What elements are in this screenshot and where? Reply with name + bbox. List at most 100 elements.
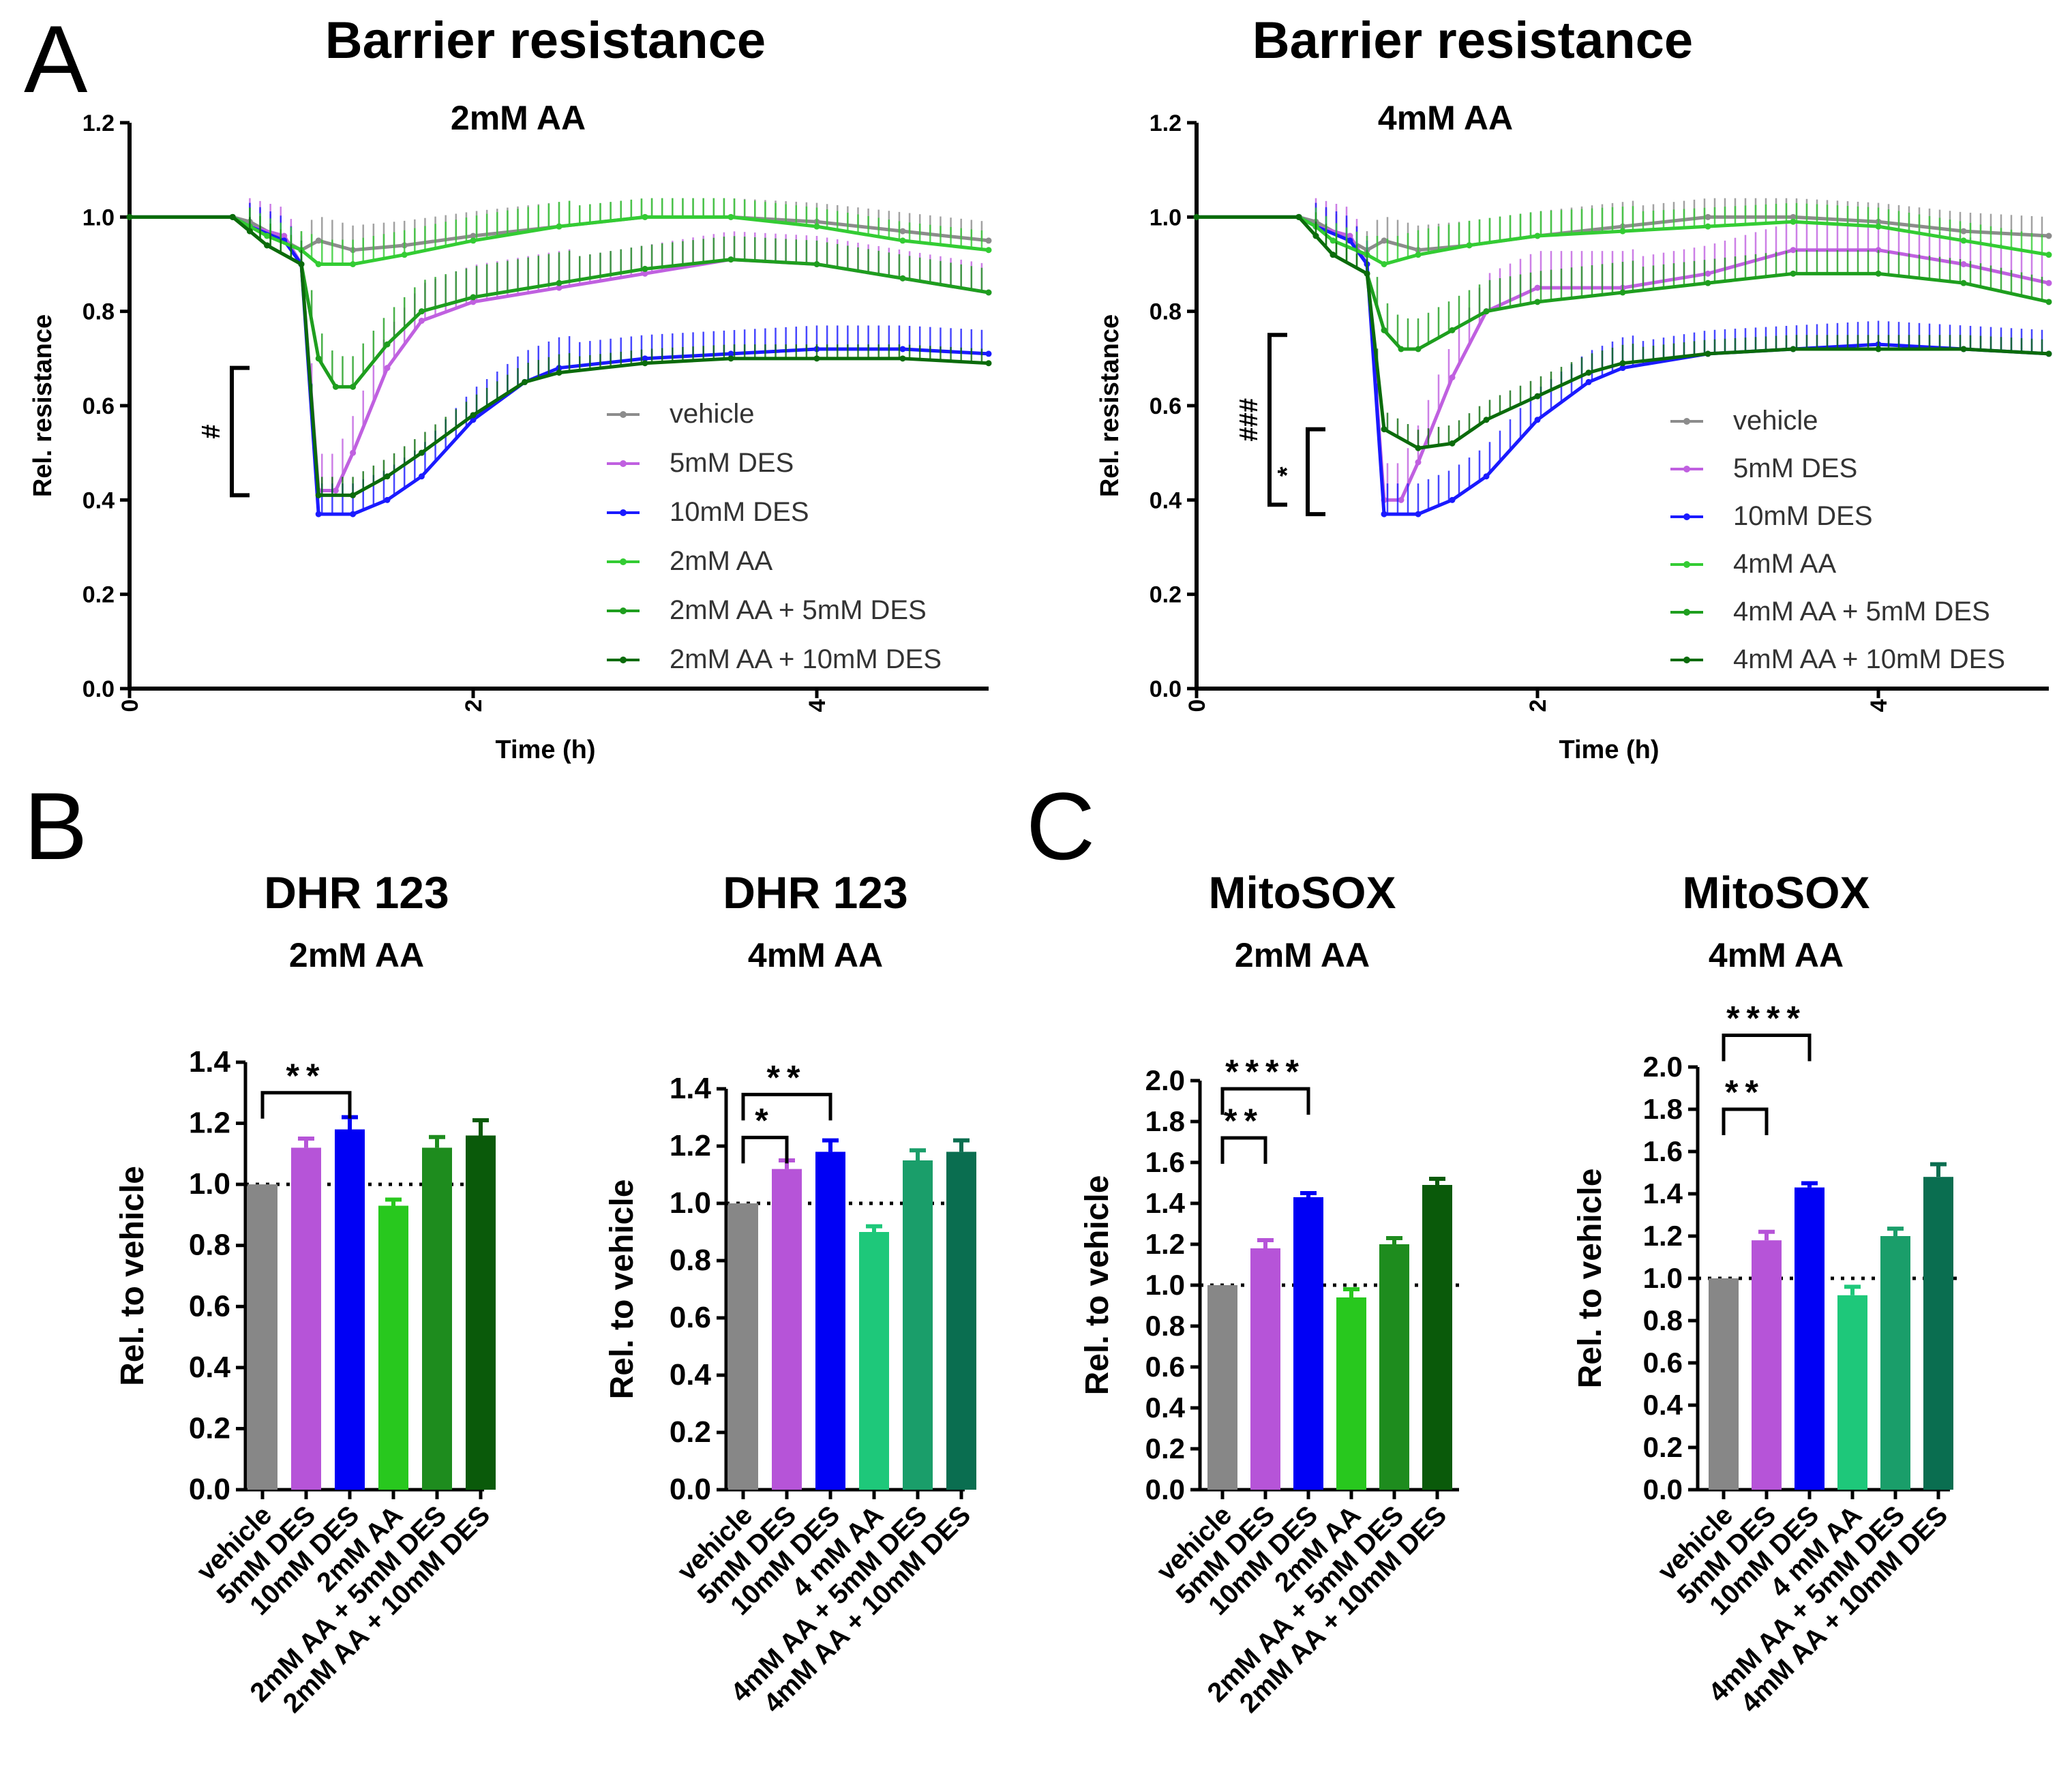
y-tick-label: 0.8 bbox=[82, 299, 115, 325]
y-axis-label: Rel. to vehicle bbox=[1572, 1169, 1608, 1389]
y-tick-label: 0.0 bbox=[82, 676, 115, 702]
data-point bbox=[1449, 327, 1456, 333]
y-axis-label: Rel. resistance bbox=[29, 314, 57, 497]
data-point bbox=[1619, 365, 1626, 372]
data-point bbox=[1790, 270, 1797, 277]
data-point bbox=[1960, 237, 1967, 244]
bar-vehicle bbox=[1709, 1278, 1739, 1490]
legend-marker bbox=[620, 460, 627, 467]
data-point bbox=[315, 237, 322, 244]
data-point bbox=[1381, 327, 1387, 333]
data-point bbox=[899, 228, 906, 235]
y-tick-label: 2.0 bbox=[1643, 1051, 1683, 1083]
data-point bbox=[813, 223, 820, 230]
data-point bbox=[1790, 346, 1797, 352]
series-10mm-des bbox=[126, 202, 992, 517]
data-point bbox=[315, 492, 322, 498]
significance-label: # bbox=[197, 424, 226, 438]
data-point bbox=[315, 355, 322, 362]
bar-vehicle bbox=[728, 1203, 758, 1490]
data-point bbox=[1398, 496, 1405, 503]
chart-title: DHR 123 bbox=[264, 867, 449, 918]
data-point bbox=[813, 355, 820, 362]
y-tick-label: 1.0 bbox=[1145, 1269, 1185, 1301]
bar-2mm-aa-10mm-des bbox=[1422, 1185, 1452, 1490]
y-tick-label: 1.2 bbox=[82, 110, 115, 136]
significance-bracket bbox=[1267, 333, 1287, 507]
data-point bbox=[1193, 213, 1200, 220]
legend-marker bbox=[1683, 418, 1690, 425]
legend-marker bbox=[1683, 513, 1690, 520]
y-tick-label: 1.0 bbox=[1150, 205, 1182, 230]
y-tick-label: 0.8 bbox=[1150, 299, 1182, 325]
legend-label: 2mM AA bbox=[670, 546, 772, 576]
chart-title: Barrier resistance bbox=[1252, 12, 1693, 70]
data-point bbox=[1790, 247, 1797, 254]
y-tick-label: 0.6 bbox=[1150, 393, 1182, 419]
data-point bbox=[1875, 270, 1882, 277]
data-point bbox=[281, 232, 288, 239]
y-tick-label: 0.4 bbox=[189, 1351, 231, 1384]
data-point bbox=[1585, 378, 1592, 385]
y-tick-label: 0.6 bbox=[189, 1289, 230, 1323]
x-axis-label: Time (h) bbox=[495, 736, 595, 764]
bar-5mm-des bbox=[291, 1147, 321, 1490]
data-point bbox=[1381, 426, 1387, 433]
legend-label: 4mM AA bbox=[1733, 549, 1836, 579]
y-axis-label: Rel. to vehicle bbox=[115, 1166, 151, 1386]
y-tick-label: 0.6 bbox=[1643, 1347, 1683, 1379]
y-tick-label: 1.0 bbox=[82, 205, 115, 230]
data-point bbox=[2045, 280, 2052, 286]
data-point bbox=[229, 213, 236, 220]
data-point bbox=[522, 378, 528, 385]
significance-label: ** bbox=[767, 1058, 807, 1096]
data-point bbox=[1875, 346, 1882, 352]
line-chart-4mm-aa: Barrier resistance 4mM AA 0.0 0.2 0.4 0.6 0.8 1… bbox=[1096, 12, 2052, 764]
data-point bbox=[1295, 213, 1302, 220]
data-point bbox=[899, 275, 906, 282]
data-point bbox=[1483, 417, 1490, 423]
data-point bbox=[1534, 284, 1541, 291]
y-tick-label: 1.2 bbox=[1150, 110, 1182, 136]
legend-marker bbox=[620, 558, 627, 565]
y-tick-label: 0.0 bbox=[1150, 676, 1182, 702]
data-point bbox=[1415, 252, 1422, 258]
y-tick-label: 1.6 bbox=[1643, 1135, 1683, 1167]
data-point bbox=[556, 370, 562, 376]
data-point bbox=[264, 232, 271, 239]
bar-5mm-des bbox=[772, 1169, 802, 1490]
y-tick-label: 1.2 bbox=[1145, 1228, 1185, 1260]
data-point bbox=[1534, 232, 1541, 239]
y-tick-label: 1.4 bbox=[1643, 1177, 1683, 1209]
y-axis-label: Rel. resistance bbox=[1096, 314, 1124, 497]
bar-2mm-aa-5mm-des bbox=[422, 1147, 452, 1490]
significance-label: **** bbox=[1225, 1053, 1306, 1091]
y-tick-label: 0.2 bbox=[189, 1411, 230, 1445]
data-point bbox=[384, 496, 391, 503]
legend-label: 10mM DES bbox=[1733, 501, 1873, 531]
data-point bbox=[298, 261, 305, 267]
data-point bbox=[1619, 360, 1626, 367]
data-point bbox=[315, 261, 322, 267]
y-tick-label: 1.2 bbox=[670, 1129, 711, 1162]
significance-bracket bbox=[230, 365, 250, 498]
data-point bbox=[727, 213, 734, 220]
significance-label: ### bbox=[1235, 398, 1263, 441]
chart-subtitle: 4mM AA bbox=[1709, 936, 1844, 974]
y-tick-label: 0.4 bbox=[670, 1358, 712, 1392]
y-axis-label: Rel. to vehicle bbox=[604, 1179, 640, 1400]
data-point bbox=[1705, 213, 1711, 220]
data-point bbox=[1449, 440, 1456, 447]
bar-2mm-aa-5mm-des bbox=[1379, 1244, 1409, 1490]
y-tick-label: 1.4 bbox=[1145, 1187, 1186, 1219]
significance-bracket bbox=[260, 1091, 352, 1119]
data-point bbox=[985, 360, 992, 367]
bar-vehicle bbox=[247, 1184, 277, 1490]
y-tick-label: 0.0 bbox=[1643, 1473, 1683, 1505]
data-point bbox=[401, 252, 408, 258]
data-point bbox=[246, 228, 253, 235]
data-point bbox=[2045, 232, 2052, 239]
data-point bbox=[1960, 261, 1967, 267]
x-tick-label: 4 bbox=[1866, 699, 1892, 712]
